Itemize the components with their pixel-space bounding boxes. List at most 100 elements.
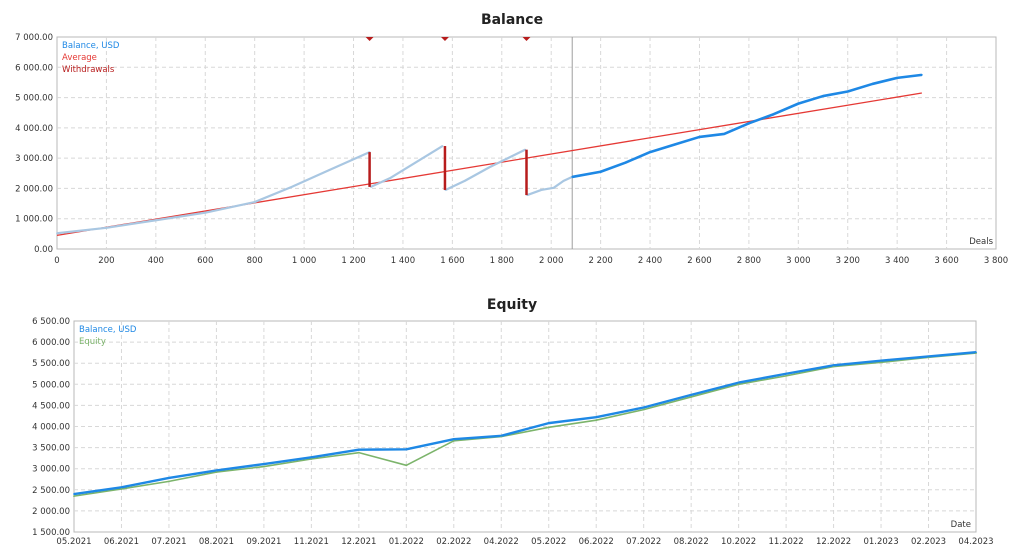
equity-point (405, 464, 408, 467)
balance-point (846, 90, 849, 93)
balance-point (414, 161, 417, 164)
average-line (56, 92, 922, 237)
balance-point (871, 83, 874, 85)
x-tick-label: 1 800 (490, 256, 514, 266)
x-tick-label: 3 400 (885, 256, 909, 266)
balance-point (73, 493, 75, 495)
balance-point (785, 372, 788, 375)
balance-point (673, 143, 676, 146)
x-tick-label: 3 000 (786, 256, 810, 266)
equity-point (310, 458, 313, 460)
balance-point (105, 226, 108, 229)
x-tick-label: 800 (247, 256, 263, 266)
x-tick-label: 12.2022 (816, 537, 851, 547)
x-tick-label: 09.2021 (246, 537, 281, 547)
plot-frame (56, 36, 997, 250)
x-tick-label: 200 (98, 256, 114, 266)
balance-point (552, 186, 555, 189)
balance-point (595, 416, 598, 419)
balance-point (747, 122, 750, 125)
legend-withdrawals: Withdrawals (62, 65, 115, 75)
y-tick-label: 6 500.00 (32, 317, 70, 327)
equity-line (73, 352, 977, 497)
y-tick-label: 5 500.00 (32, 359, 70, 369)
y-tick-label: 0.00 (34, 245, 53, 255)
balance-point (698, 136, 701, 138)
balance-point (737, 381, 740, 384)
x-axis-label: Deals (969, 237, 993, 247)
x-tick-label: 400 (148, 256, 164, 266)
equity-point (832, 365, 835, 368)
x-tick-label: 05.2021 (56, 537, 91, 547)
legend-balance: Balance, USD (79, 325, 137, 335)
balance-chart: Balance 0 200 400 600 800 1 000 1 200 1 400 1 600… (15, 12, 1008, 266)
balance-line-segment (56, 151, 371, 235)
y-tick-label: 3 500.00 (32, 444, 70, 454)
balance-point (327, 169, 330, 172)
y-tick-label: 2 000.00 (15, 184, 53, 194)
balance-line-segment (444, 148, 526, 191)
y-tick-label: 6 000.00 (32, 338, 70, 348)
x-tick-label: 06.2022 (579, 537, 614, 547)
x-tick-label: 2 400 (638, 256, 662, 266)
balance-point (649, 151, 651, 153)
balance-point (120, 486, 123, 489)
balance-point (547, 422, 550, 425)
balance-point (723, 133, 726, 135)
equity-point (595, 419, 598, 422)
y-tick-label: 5 000.00 (32, 380, 70, 390)
balance-point (562, 179, 565, 182)
balance-point (357, 448, 360, 451)
balance-line-segment (370, 145, 444, 188)
x-tick-label: 2 000 (539, 256, 563, 266)
x-tick-label: 04.2023 (958, 537, 993, 547)
equity-point (262, 465, 265, 468)
balance-point (920, 73, 923, 76)
equity-point (880, 361, 882, 364)
x-tick-label: 02.2023 (911, 537, 946, 547)
x-tick-label: 12.2021 (341, 537, 376, 547)
y-tick-label: 2 000.00 (32, 507, 70, 517)
legend-balance: Balance, USD (62, 41, 120, 51)
x-tick-label: 1 000 (292, 256, 316, 266)
y-tick-label: 1 500.00 (32, 528, 70, 538)
balance-point (540, 189, 543, 191)
equity-point (215, 471, 218, 473)
equity-point (642, 408, 645, 411)
balance-line-segment (526, 175, 573, 197)
equity-point (547, 426, 550, 429)
balance-line (73, 351, 977, 496)
legend-average: Average (62, 53, 97, 63)
x-tick-label: 10.2022 (721, 537, 756, 547)
y-tick-label: 4 000.00 (32, 423, 70, 433)
balance-point (389, 176, 392, 179)
equity-point (785, 374, 788, 377)
y-tick-label: 4 500.00 (32, 401, 70, 411)
x-tick-label: 1 400 (391, 256, 415, 266)
balance-point (215, 469, 218, 472)
balance-point (204, 211, 207, 214)
balance-point (975, 351, 977, 354)
equity-point (120, 488, 123, 490)
legend-equity: Equity (79, 337, 106, 347)
equity-point (690, 396, 693, 398)
balance-point (253, 201, 256, 203)
chart-title: Balance (481, 12, 543, 28)
balance-point (832, 364, 835, 367)
balance-point (290, 186, 293, 188)
x-tick-label: 2 200 (588, 256, 612, 266)
x-tick-label: 2 800 (737, 256, 761, 266)
x-tick-label: 07.2022 (626, 537, 661, 547)
x-tick-label: 3 200 (836, 256, 860, 266)
x-axis-label: Date (951, 520, 971, 530)
y-tick-label: 3 000.00 (32, 465, 70, 475)
balance-point (463, 179, 466, 182)
y-tick-label: 6 000.00 (15, 63, 53, 73)
chart-title: Equity (487, 297, 537, 313)
withdrawal-marker-icon (522, 37, 531, 41)
x-tick-label: 0 (54, 256, 59, 266)
x-tick-label: 08.2022 (674, 537, 709, 547)
balance-point (452, 438, 455, 441)
balance-point (168, 477, 170, 479)
